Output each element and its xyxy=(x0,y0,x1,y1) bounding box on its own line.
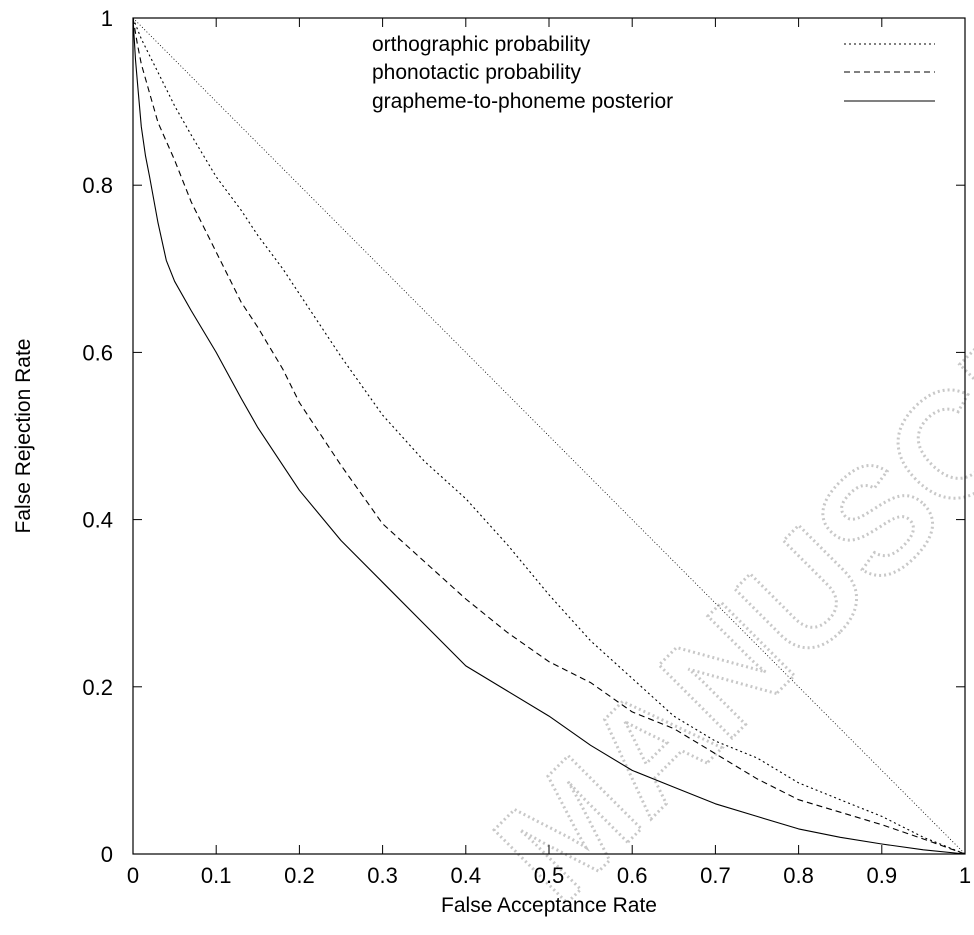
legend-label-g2p: grapheme-to-phoneme posterior xyxy=(372,90,673,113)
y-tick-label: 0.4 xyxy=(82,508,113,533)
x-tick-label: 0.3 xyxy=(367,863,398,888)
x-tick-label: 0.6 xyxy=(617,863,648,888)
x-tick-label: 0.8 xyxy=(783,863,814,888)
y-tick-labels: 0 0.2 0.4 0.6 0.8 1 xyxy=(82,6,113,867)
series-line-g2p xyxy=(132,17,966,855)
x-tick-label: 0 xyxy=(127,863,139,888)
watermark-text: MANUSCRIPT xyxy=(464,107,974,933)
x-tick-label: 0.9 xyxy=(867,863,898,888)
x-tick-label: 0.1 xyxy=(201,863,232,888)
legend-label-orthographic: orthographic probability xyxy=(372,33,591,56)
x-tick-labels: 0 0.1 0.2 0.3 0.4 0.5 0.6 0.7 0.8 0.9 1 xyxy=(127,863,971,888)
x-tick-label: 1 xyxy=(959,863,971,888)
y-tick-label: 0.8 xyxy=(82,173,113,198)
y-tick-label: 0.2 xyxy=(82,675,113,700)
watermark: MANUSCRIPT xyxy=(462,105,974,934)
y-tick-label: 1 xyxy=(101,6,113,31)
series-line-orthographic xyxy=(132,17,966,855)
legend-label-phonotactic: phonotactic probability xyxy=(372,61,581,84)
legend: orthographic probability phonotactic pro… xyxy=(372,33,935,113)
chance-diagonal-layer xyxy=(132,17,966,855)
x-tick-label: 0.4 xyxy=(451,863,482,888)
x-tick-label: 0.5 xyxy=(534,863,565,888)
y-axis-title: False Rejection Rate xyxy=(12,339,35,534)
y-tick-label: 0.6 xyxy=(82,340,113,365)
x-tick-label: 0.7 xyxy=(700,863,731,888)
x-axis-title: False Acceptance Rate xyxy=(441,894,657,917)
series-layer xyxy=(132,17,966,855)
y-tick-label: 0 xyxy=(101,842,113,867)
x-tick-label: 0.2 xyxy=(284,863,315,888)
chance-diagonal xyxy=(132,17,966,855)
